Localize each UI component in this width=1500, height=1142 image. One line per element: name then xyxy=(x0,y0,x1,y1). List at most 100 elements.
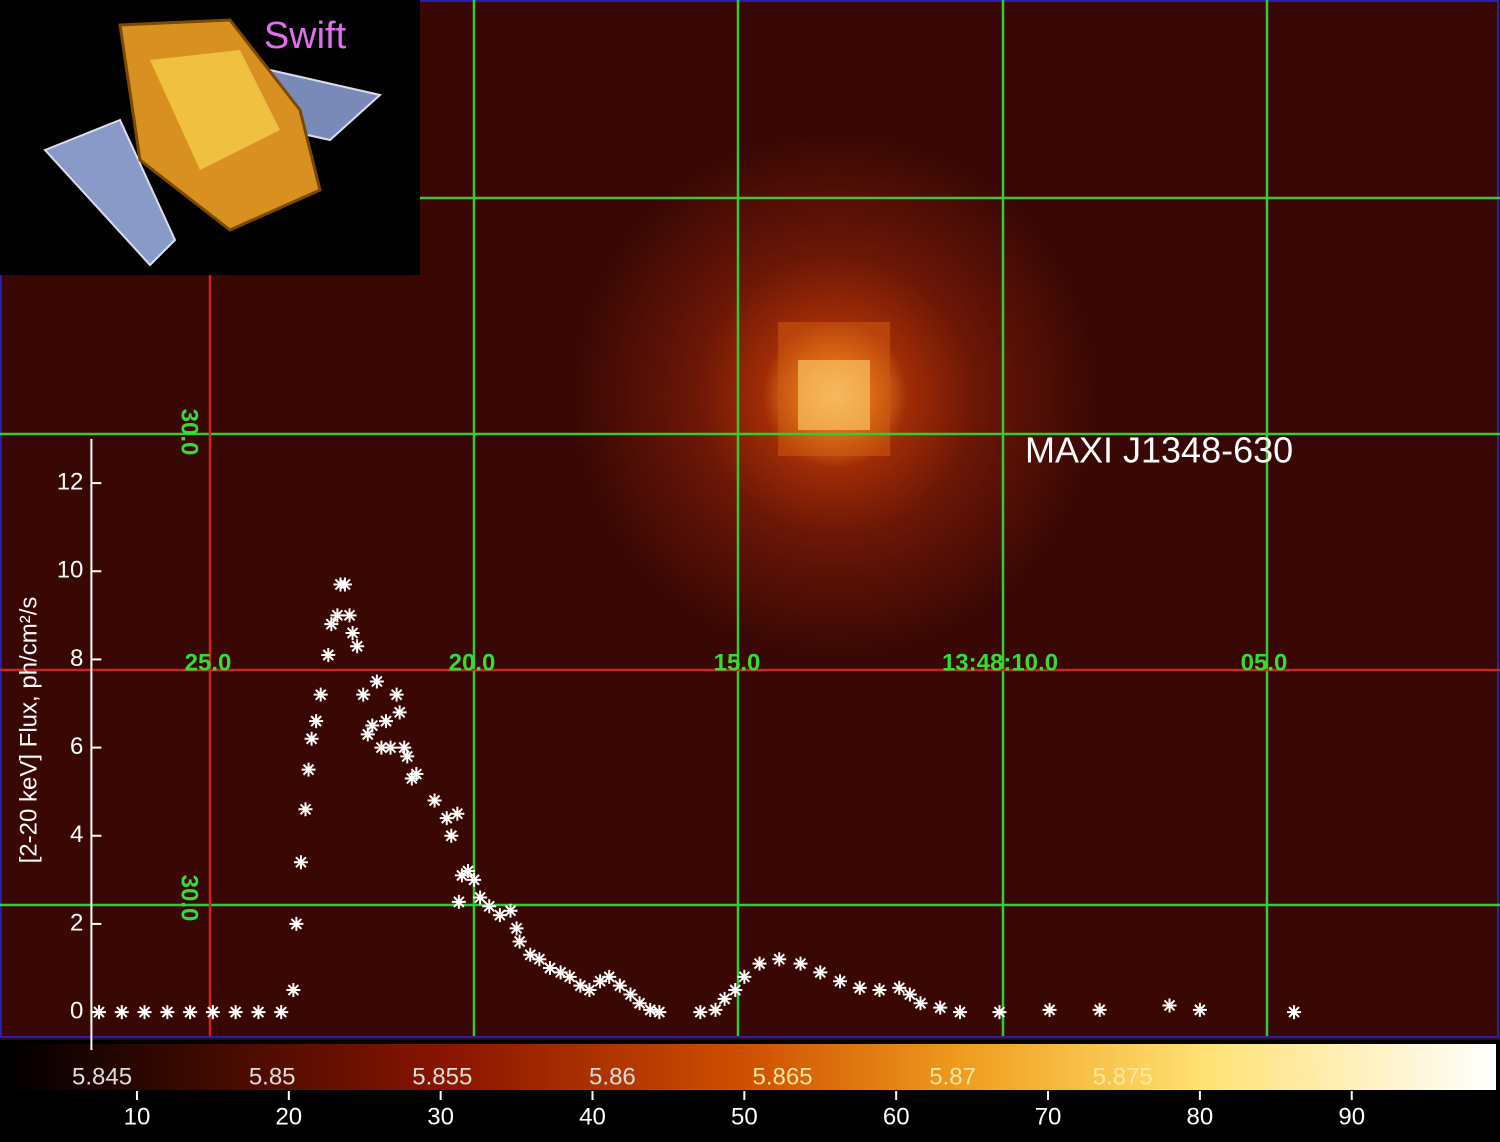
coord-axes xyxy=(0,275,1500,1036)
data-point xyxy=(643,1002,658,1017)
data-point xyxy=(772,952,787,967)
data-point xyxy=(286,983,301,998)
data-point xyxy=(321,648,336,663)
satellite-icon xyxy=(43,18,383,267)
x-tick-label: 80 xyxy=(1187,1103,1214,1130)
data-point xyxy=(632,996,647,1011)
y-tick-label: 10 xyxy=(57,557,84,584)
data-point xyxy=(737,969,752,984)
data-point xyxy=(356,687,371,702)
data-point xyxy=(717,991,732,1006)
data-point xyxy=(383,740,398,755)
x-tick-label: 70 xyxy=(1035,1103,1062,1130)
y-tick-label: 12 xyxy=(57,468,84,495)
colorbar-label: 5.875 xyxy=(1093,1063,1153,1090)
data-point xyxy=(324,617,339,632)
data-point xyxy=(289,916,304,931)
data-point xyxy=(933,1000,948,1015)
data-point xyxy=(369,674,384,689)
data-point xyxy=(952,1005,967,1020)
data-point xyxy=(313,687,328,702)
data-point xyxy=(374,740,389,755)
data-point xyxy=(330,608,345,623)
data-point xyxy=(542,961,557,976)
data-point xyxy=(137,1005,152,1020)
data-point xyxy=(693,1005,708,1020)
dec-label: 30.0 xyxy=(176,875,203,922)
image-border xyxy=(0,0,1499,1038)
data-point xyxy=(309,714,324,729)
x-tick-label: 50 xyxy=(731,1103,758,1130)
data-point xyxy=(392,705,407,720)
data-point xyxy=(532,952,547,967)
data-point xyxy=(1287,1005,1302,1020)
data-point xyxy=(301,762,316,777)
data-point xyxy=(409,767,424,782)
data-point xyxy=(427,793,442,808)
data-point xyxy=(454,868,469,883)
data-point xyxy=(337,577,352,592)
data-point xyxy=(274,1005,289,1020)
data-point xyxy=(400,749,415,764)
data-point xyxy=(728,983,743,998)
data-point xyxy=(512,934,527,949)
data-point xyxy=(523,947,538,962)
data-point xyxy=(602,969,617,984)
y-tick-label: 8 xyxy=(70,645,83,672)
data-point xyxy=(114,1005,129,1020)
colorbar-label: 5.87 xyxy=(929,1063,976,1090)
colorbar-label: 5.88 xyxy=(1270,1063,1317,1090)
colorbar-label: 5.855 xyxy=(412,1063,472,1090)
data-point xyxy=(389,687,404,702)
x-tick-label: 60 xyxy=(883,1103,910,1130)
data-point xyxy=(444,828,459,843)
data-point xyxy=(573,978,588,993)
y-axis-label: [2-20 keV] Flux, ph/cm²/s xyxy=(15,597,42,864)
data-point xyxy=(872,983,887,998)
data-point xyxy=(360,727,375,742)
data-point xyxy=(467,872,482,887)
data-point xyxy=(460,864,475,879)
data-point xyxy=(492,908,507,923)
data-point xyxy=(902,987,917,1002)
data-point xyxy=(298,802,313,817)
ra-label: 25.0 xyxy=(185,649,232,676)
data-point xyxy=(1192,1002,1207,1017)
ra-label: 13:48:10.0 xyxy=(942,649,1058,676)
data-point xyxy=(482,899,497,914)
data-point xyxy=(91,1005,106,1020)
data-point xyxy=(205,1005,220,1020)
ra-label: 05.0 xyxy=(1241,649,1288,676)
data-point xyxy=(1162,998,1177,1013)
data-point xyxy=(1092,1002,1107,1017)
data-point xyxy=(350,639,365,654)
y-tick-label: 4 xyxy=(70,821,83,848)
data-point xyxy=(562,969,577,984)
data-point xyxy=(1042,1002,1057,1017)
data-point xyxy=(652,1005,667,1020)
data-point xyxy=(833,974,848,989)
x-tick-label: 20 xyxy=(275,1103,302,1130)
data-point xyxy=(612,978,627,993)
source-label: MAXI J1348-630 xyxy=(1025,430,1293,471)
y-tick-label: 0 xyxy=(70,997,83,1024)
data-point xyxy=(992,1005,1007,1020)
data-point xyxy=(304,731,319,746)
colorbar-label: 5.86 xyxy=(589,1063,636,1090)
source-core xyxy=(798,360,870,430)
data-point xyxy=(439,811,454,826)
data-point xyxy=(913,996,928,1011)
data-point xyxy=(345,625,360,640)
dec-label: 30.0 xyxy=(176,409,203,456)
data-point xyxy=(378,714,393,729)
colorbar-label: 5.845 xyxy=(72,1063,132,1090)
data-point xyxy=(293,855,308,870)
x-tick-label: 10 xyxy=(124,1103,151,1130)
data-point xyxy=(582,983,597,998)
data-point xyxy=(397,740,412,755)
colorbar-label: 5.865 xyxy=(752,1063,812,1090)
data-point xyxy=(365,718,380,733)
data-point xyxy=(852,980,867,995)
colorbar-label: 5.85 xyxy=(249,1063,296,1090)
